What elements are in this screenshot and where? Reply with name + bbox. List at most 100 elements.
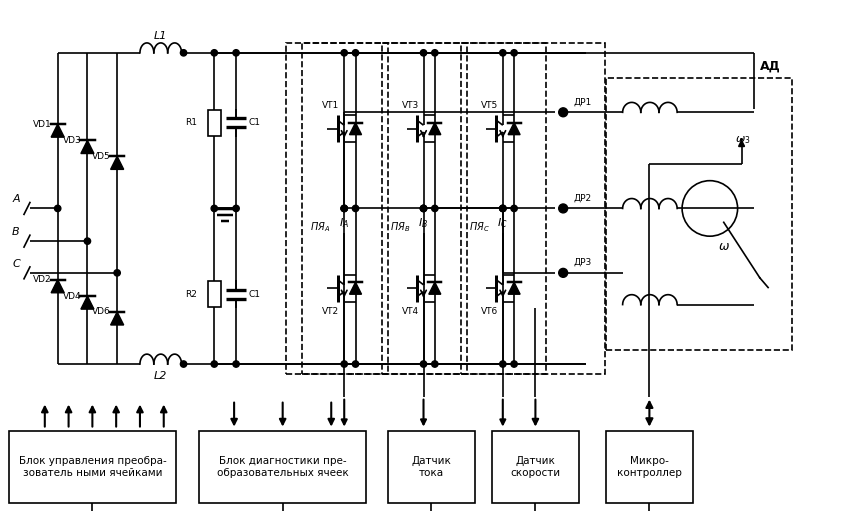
Text: Блок управления преобра-
зователь ными ячейками: Блок управления преобра- зователь ными я… — [19, 457, 167, 478]
Text: VD2: VD2 — [33, 275, 52, 284]
Text: C1: C1 — [249, 290, 261, 299]
Text: $\omega_3$: $\omega_3$ — [734, 134, 751, 146]
Text: Датчик
скорости: Датчик скорости — [510, 456, 560, 478]
Text: L1: L1 — [154, 31, 167, 41]
Circle shape — [500, 205, 506, 211]
Circle shape — [432, 361, 438, 367]
Circle shape — [432, 205, 438, 211]
Text: VD6: VD6 — [93, 307, 111, 317]
Circle shape — [233, 205, 239, 211]
Circle shape — [341, 50, 348, 56]
Text: R1: R1 — [185, 118, 197, 127]
Circle shape — [353, 50, 359, 56]
Circle shape — [421, 205, 427, 211]
Circle shape — [341, 205, 348, 211]
Polygon shape — [110, 312, 124, 325]
Circle shape — [211, 205, 218, 211]
Polygon shape — [508, 282, 520, 294]
Polygon shape — [428, 123, 441, 134]
Bar — [286, 43, 605, 374]
Text: A: A — [12, 194, 20, 205]
Text: VD1: VD1 — [33, 120, 52, 129]
Circle shape — [500, 50, 506, 56]
Circle shape — [511, 205, 518, 211]
Polygon shape — [81, 141, 94, 153]
Text: C1: C1 — [249, 118, 261, 127]
Polygon shape — [428, 282, 441, 294]
Polygon shape — [51, 124, 65, 137]
Circle shape — [558, 108, 568, 117]
Polygon shape — [110, 156, 124, 169]
Text: Блок диагностики пре-
образовательных ячеек: Блок диагностики пре- образовательных яч… — [217, 457, 348, 478]
Text: VT4: VT4 — [401, 307, 419, 315]
Circle shape — [114, 270, 121, 276]
Text: L2: L2 — [154, 371, 167, 381]
Circle shape — [180, 50, 187, 56]
Circle shape — [341, 361, 348, 367]
Text: VD3: VD3 — [63, 136, 82, 145]
Circle shape — [500, 205, 506, 211]
Polygon shape — [349, 282, 361, 294]
Text: $I_C$: $I_C$ — [497, 216, 508, 230]
Circle shape — [233, 50, 239, 56]
Polygon shape — [508, 123, 520, 134]
Text: VT5: VT5 — [481, 101, 498, 110]
Circle shape — [500, 205, 506, 211]
Circle shape — [211, 361, 218, 367]
Bar — [208, 281, 221, 307]
Circle shape — [54, 205, 61, 211]
Circle shape — [84, 238, 91, 244]
Text: C: C — [12, 259, 20, 269]
Text: ДР3: ДР3 — [573, 258, 592, 267]
Circle shape — [558, 204, 568, 213]
Text: АД: АД — [760, 60, 780, 73]
Text: VT3: VT3 — [401, 101, 419, 110]
Circle shape — [180, 361, 187, 367]
Text: VT2: VT2 — [322, 307, 339, 315]
Circle shape — [511, 361, 518, 367]
Text: ДР2: ДР2 — [573, 193, 592, 203]
Text: $I_A$: $I_A$ — [339, 216, 349, 230]
Text: ПЯ$_A$: ПЯ$_A$ — [310, 220, 331, 234]
Text: R2: R2 — [185, 290, 197, 299]
Circle shape — [558, 268, 568, 278]
Text: $\omega$: $\omega$ — [718, 240, 730, 253]
Circle shape — [341, 205, 348, 211]
Bar — [382, 43, 467, 374]
Circle shape — [353, 361, 359, 367]
Circle shape — [233, 361, 239, 367]
Text: VD4: VD4 — [63, 291, 82, 301]
Circle shape — [432, 50, 438, 56]
Bar — [208, 110, 221, 135]
Polygon shape — [51, 280, 65, 293]
Circle shape — [353, 205, 359, 211]
Circle shape — [421, 50, 427, 56]
Text: VD5: VD5 — [93, 152, 111, 161]
Text: Микро-
контроллер: Микро- контроллер — [617, 457, 682, 478]
Circle shape — [500, 361, 506, 367]
Bar — [492, 431, 579, 503]
Circle shape — [421, 205, 427, 211]
Text: ПЯ$_C$: ПЯ$_C$ — [469, 220, 490, 234]
Circle shape — [211, 50, 218, 56]
Bar — [9, 431, 176, 503]
Text: VT1: VT1 — [322, 101, 339, 110]
Bar — [388, 431, 475, 503]
Text: Датчик
тока: Датчик тока — [411, 456, 451, 478]
Text: B: B — [12, 227, 20, 237]
Bar — [606, 431, 693, 503]
Text: ДР1: ДР1 — [573, 97, 592, 106]
Bar — [200, 431, 366, 503]
Polygon shape — [81, 296, 94, 309]
Circle shape — [341, 205, 348, 211]
Circle shape — [421, 205, 427, 211]
Text: VT6: VT6 — [481, 307, 498, 315]
Bar — [606, 77, 792, 350]
Polygon shape — [349, 123, 361, 134]
Circle shape — [511, 50, 518, 56]
Bar — [461, 43, 547, 374]
Circle shape — [421, 361, 427, 367]
Bar — [303, 43, 388, 374]
Text: ПЯ$_B$: ПЯ$_B$ — [389, 220, 411, 234]
Text: $I_B$: $I_B$ — [418, 216, 428, 230]
